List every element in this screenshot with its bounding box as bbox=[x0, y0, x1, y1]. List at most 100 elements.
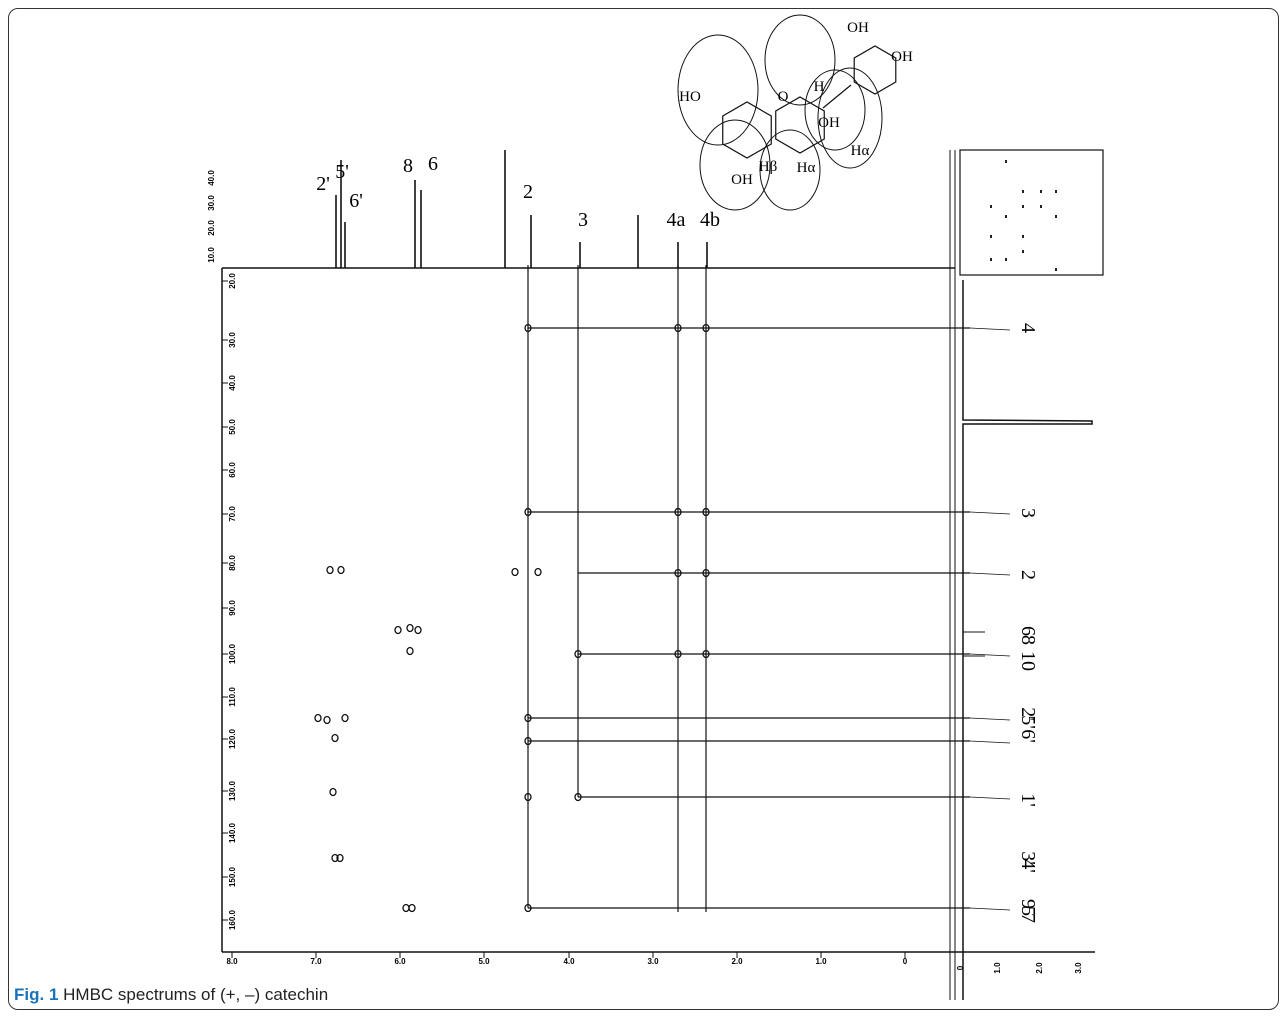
cross-peak bbox=[403, 905, 409, 912]
corner-dot bbox=[990, 258, 992, 261]
structure-label: OH bbox=[891, 49, 913, 65]
structure-label: OH bbox=[731, 172, 753, 188]
proton-label: 6 bbox=[428, 153, 438, 175]
label-leader bbox=[970, 328, 1010, 330]
proton-label: 4a bbox=[667, 209, 686, 231]
top-tick-label: 40.0 bbox=[207, 170, 216, 186]
x-tick-label: 2.0 bbox=[731, 957, 743, 966]
corner-dot bbox=[990, 205, 992, 208]
cross-peak bbox=[327, 567, 333, 574]
corner-box bbox=[960, 150, 1103, 275]
y-tick-label: 30.0 bbox=[228, 332, 237, 348]
proton-label: 6' bbox=[349, 190, 363, 212]
label-leader bbox=[970, 512, 1010, 514]
x-tick-label: 5.0 bbox=[478, 957, 490, 966]
right-tick-label: 1.0 bbox=[993, 962, 1002, 974]
carbon-label: 2 bbox=[1017, 570, 1039, 580]
top-tick-label: 30.0 bbox=[207, 195, 216, 211]
label-leader bbox=[970, 741, 1010, 743]
y-tick-label: 90.0 bbox=[228, 600, 237, 616]
cross-peak bbox=[342, 715, 348, 722]
y-tick-label: 40.0 bbox=[228, 375, 237, 391]
cross-peak bbox=[407, 648, 413, 655]
y-tick-label: 150.0 bbox=[228, 866, 237, 887]
cross-peak bbox=[409, 905, 415, 912]
cross-peak bbox=[512, 569, 518, 576]
structure-label: Hβ bbox=[759, 159, 777, 175]
carbon-label: 4 bbox=[1017, 323, 1039, 333]
label-leader bbox=[970, 718, 1010, 720]
corner-dot bbox=[1022, 190, 1024, 193]
cross-peak bbox=[338, 567, 344, 574]
proton-label: 5' bbox=[335, 161, 349, 183]
corner-dot bbox=[1005, 258, 1007, 261]
cross-peak bbox=[324, 717, 330, 724]
y-tick-label: 140.0 bbox=[228, 822, 237, 843]
x-tick-label: 0 bbox=[903, 957, 908, 966]
y-tick-label: 110.0 bbox=[228, 687, 237, 707]
y-tick-label: 80.0 bbox=[228, 555, 237, 571]
x-tick-label: 6.0 bbox=[394, 957, 406, 966]
cross-peak bbox=[330, 789, 336, 796]
y-tick-label: 120.0 bbox=[228, 728, 237, 749]
corner-dot bbox=[1022, 205, 1024, 208]
y-tick-label: 100.0 bbox=[228, 643, 237, 664]
corner-dot bbox=[1040, 190, 1042, 193]
carbon-label: 10 bbox=[1017, 651, 1039, 671]
carbon-label: 7 bbox=[1017, 913, 1039, 923]
corner-dot bbox=[1040, 205, 1042, 208]
x-tick-label: 3.0 bbox=[647, 957, 659, 966]
y-tick-label: 20.0 bbox=[228, 273, 237, 289]
y-tick-label: 160.0 bbox=[228, 909, 237, 930]
y-tick-label: 70.0 bbox=[228, 506, 237, 522]
proton-label: 2' bbox=[316, 173, 330, 195]
hmbc-arrow-loop bbox=[765, 15, 835, 105]
right-tick-label: 2.0 bbox=[1035, 962, 1044, 974]
corner-dot bbox=[1055, 268, 1057, 271]
figure-label: Fig. 1 bbox=[14, 985, 58, 1004]
corner-dot bbox=[1055, 190, 1057, 193]
proton-label: 2 bbox=[523, 181, 533, 203]
proton-label: 4b bbox=[700, 209, 720, 231]
structure-label: Hα bbox=[797, 160, 816, 176]
structure-label: O bbox=[778, 89, 789, 105]
right-tick-label: 3.0 bbox=[1074, 962, 1083, 974]
cross-peak bbox=[332, 735, 338, 742]
structure-label: Hα bbox=[851, 143, 870, 159]
y-tick-label: 50.0 bbox=[228, 419, 237, 435]
label-leader bbox=[970, 573, 1010, 575]
x-tick-label: 8.0 bbox=[226, 957, 238, 966]
x-tick-label: 1.0 bbox=[815, 957, 827, 966]
carbon-label: 6' bbox=[1017, 729, 1039, 743]
carbon-label: 5' bbox=[1017, 715, 1039, 729]
carbon-label: 1' bbox=[1017, 793, 1039, 807]
corner-dot bbox=[1022, 250, 1024, 253]
x-tick-label: 7.0 bbox=[310, 957, 322, 966]
proton-label: 3 bbox=[578, 209, 588, 231]
structure-label: H bbox=[814, 79, 825, 95]
structure-label: OH bbox=[847, 20, 869, 36]
structure-label: HO bbox=[679, 89, 701, 105]
caption: Fig. 1 HMBC spectrums of (+, –) catechin bbox=[14, 985, 328, 1005]
corner-dot bbox=[1055, 215, 1057, 218]
x-tick-label: 4.0 bbox=[563, 957, 575, 966]
y-tick-label: 60.0 bbox=[228, 462, 237, 478]
structure-label: OH bbox=[818, 115, 840, 131]
cross-peak bbox=[395, 627, 401, 634]
corner-dot bbox=[990, 235, 992, 238]
corner-dot bbox=[1005, 215, 1007, 218]
carbon-label: 8 bbox=[1017, 635, 1039, 645]
y-tick-label: 130.0 bbox=[228, 780, 237, 801]
top-tick-label: 20.0 bbox=[207, 220, 216, 236]
corner-dot bbox=[1005, 160, 1007, 163]
cross-peak bbox=[407, 625, 413, 632]
carbon-label: 3 bbox=[1017, 508, 1039, 518]
caption-text: HMBC spectrums of (+, –) catechin bbox=[63, 985, 328, 1004]
hmbc-figure: 8.0 7.0 6.0 5.0 4.0 3.0 2.0 1.0 0 20.0 30.0 40.0 50.… bbox=[0, 0, 1287, 1018]
cross-peak bbox=[315, 715, 321, 722]
carbon-label: 4' bbox=[1017, 859, 1039, 873]
cross-peak bbox=[415, 627, 421, 634]
top-tick-label: 10.0 bbox=[207, 247, 216, 263]
label-leader bbox=[970, 908, 1010, 910]
label-leader bbox=[970, 797, 1010, 799]
